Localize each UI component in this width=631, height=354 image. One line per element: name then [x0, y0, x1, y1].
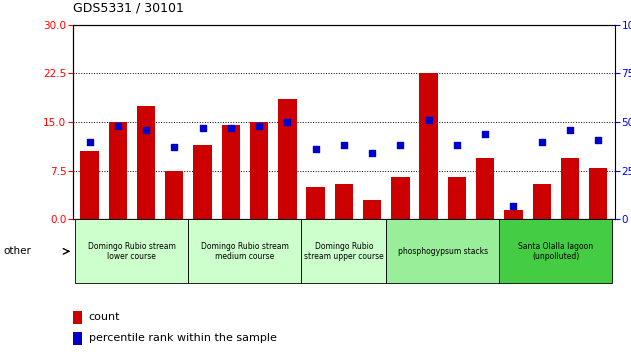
Point [509, 203, 519, 209]
Point [113, 123, 123, 129]
Point [565, 127, 575, 133]
Text: GDS5331 / 30101: GDS5331 / 30101 [73, 1, 184, 14]
Bar [221, 125, 240, 219]
Bar [109, 122, 127, 219]
Point [141, 127, 151, 133]
Bar [363, 200, 381, 219]
Point [593, 137, 603, 142]
Bar [278, 99, 297, 219]
Point [480, 131, 490, 137]
Point [367, 150, 377, 156]
Point [396, 143, 406, 148]
Bar [499, 219, 613, 283]
Bar [504, 210, 522, 219]
Point [339, 143, 349, 148]
Point [254, 123, 264, 129]
Bar [533, 184, 551, 219]
Text: other: other [3, 246, 31, 256]
Text: percentile rank within the sample: percentile rank within the sample [89, 333, 277, 343]
Bar [334, 184, 353, 219]
Point [282, 119, 292, 125]
Bar [165, 171, 184, 219]
Bar [302, 219, 386, 283]
Bar [80, 152, 98, 219]
Bar [448, 177, 466, 219]
Bar [73, 332, 82, 345]
Point [452, 143, 462, 148]
Bar [307, 187, 325, 219]
Point [310, 147, 321, 152]
Point [169, 144, 179, 150]
Bar [189, 219, 302, 283]
Text: Santa Olalla lagoon
(unpolluted): Santa Olalla lagoon (unpolluted) [518, 242, 593, 261]
Bar [250, 122, 268, 219]
Bar [589, 167, 608, 219]
Bar [420, 73, 438, 219]
Text: phosphogypsum stacks: phosphogypsum stacks [398, 247, 488, 256]
Text: Domingo Rubio
stream upper course: Domingo Rubio stream upper course [304, 242, 384, 261]
Bar [75, 219, 189, 283]
Bar [137, 106, 155, 219]
Bar [561, 158, 579, 219]
Point [226, 125, 236, 131]
Point [85, 139, 95, 144]
Bar [386, 219, 499, 283]
Text: Domingo Rubio stream
lower course: Domingo Rubio stream lower course [88, 242, 176, 261]
Text: Domingo Rubio stream
medium course: Domingo Rubio stream medium course [201, 242, 289, 261]
Text: count: count [89, 312, 121, 322]
Bar [391, 177, 410, 219]
Point [537, 139, 547, 144]
Bar [73, 311, 82, 324]
Point [198, 125, 208, 131]
Bar [476, 158, 495, 219]
Point [423, 118, 433, 123]
Bar [193, 145, 212, 219]
